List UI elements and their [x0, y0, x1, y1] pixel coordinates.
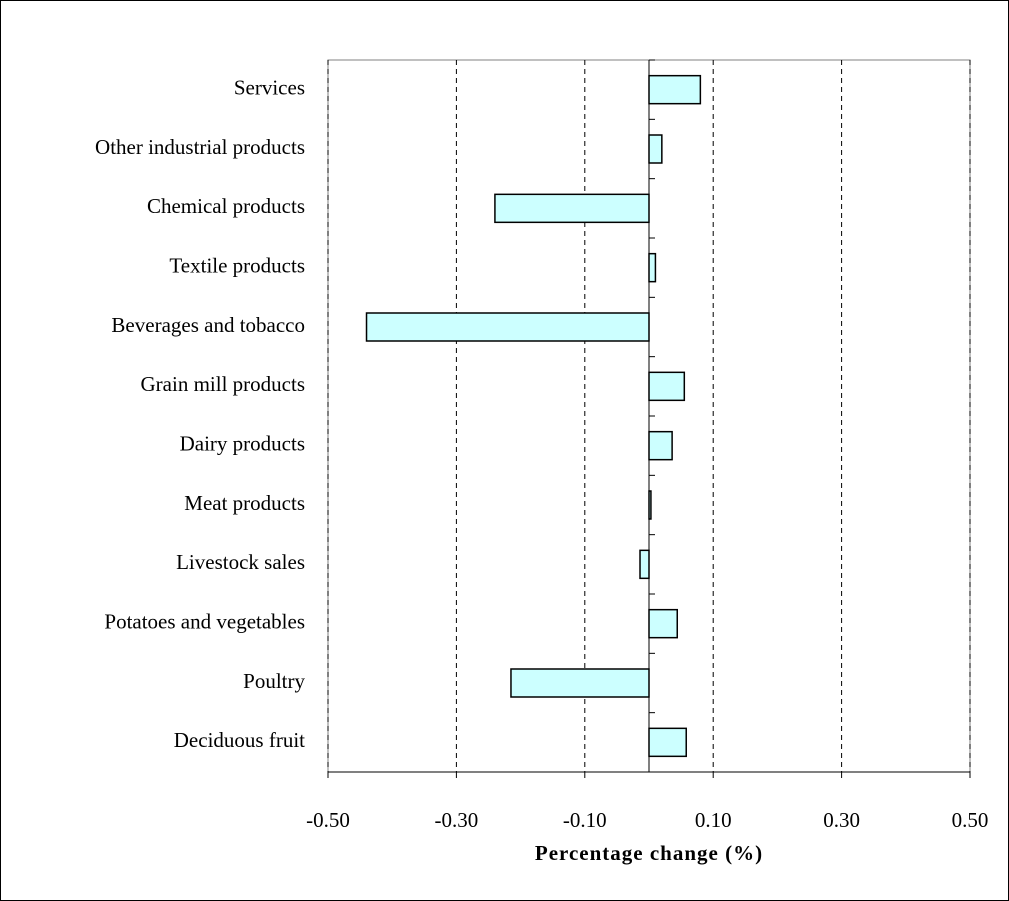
y-tick-label: Livestock sales — [176, 550, 305, 574]
y-tick-label: Other industrial products — [95, 135, 305, 159]
x-tick-label: 0.10 — [695, 808, 732, 832]
bar — [365, 312, 650, 342]
bar — [648, 727, 687, 758]
x-axis-title: Percentage change (%) — [535, 841, 763, 865]
bar — [648, 430, 673, 461]
bar — [648, 74, 702, 105]
x-tick-label: -0.10 — [563, 808, 607, 832]
y-tick-label: Meat products — [184, 491, 305, 515]
y-tick-label: Textile products — [169, 253, 305, 277]
x-tick-label: 0.50 — [952, 808, 989, 832]
y-tick-label: Dairy products — [180, 431, 305, 455]
y-tick-label: Grain mill products — [141, 372, 305, 396]
bar — [510, 668, 650, 698]
y-tick-label: Chemical products — [147, 194, 305, 218]
y-tick-label: Poultry — [243, 669, 305, 693]
y-tick-label: Beverages and tobacco — [111, 313, 305, 337]
bar — [648, 608, 678, 639]
x-tick-label: -0.30 — [435, 808, 479, 832]
bar — [639, 549, 650, 580]
y-tick-label: Deciduous fruit — [174, 728, 305, 752]
bar — [494, 193, 650, 224]
x-tick-label: 0.30 — [823, 808, 860, 832]
bar — [648, 371, 686, 402]
y-tick-label: Services — [234, 75, 305, 99]
bar — [648, 134, 663, 164]
y-tick-label: Potatoes and vegetables — [104, 609, 305, 633]
x-tick-label: -0.50 — [306, 808, 350, 832]
bar — [648, 252, 657, 283]
